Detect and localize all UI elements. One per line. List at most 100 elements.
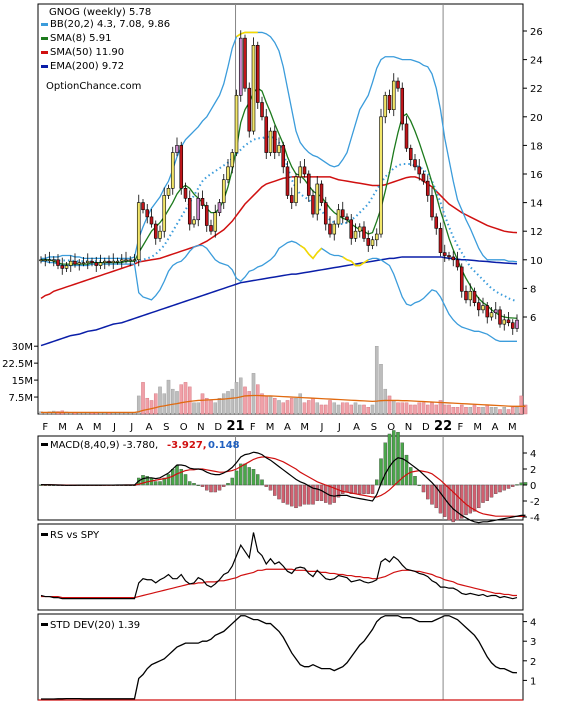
legend: BB(20,2) 4.3, 7.08, 9.86 SMA(8) 5.91 SMA(5… (41, 19, 170, 72)
volume-bar (136, 395, 141, 415)
candle-body (468, 290, 473, 301)
macd-histogram-bar (358, 484, 362, 494)
rs-average-line (41, 568, 517, 599)
volume-bar (472, 404, 477, 415)
volume-bar (221, 393, 226, 415)
y-tick-label: 26 (530, 27, 543, 38)
volume-bar (268, 395, 273, 415)
candle-body (485, 305, 490, 318)
macd-tick-label: -2 (530, 497, 540, 508)
rs-legend-marker (41, 533, 48, 536)
candle-body (510, 322, 515, 329)
candle-body (498, 309, 502, 325)
macd-histogram-bar (256, 474, 260, 486)
macd-histogram-bar (438, 484, 443, 514)
volume-bar (413, 404, 417, 415)
candle-body (200, 198, 205, 206)
macd-histogram-bar (315, 484, 319, 501)
volume-bar (476, 407, 481, 415)
candle-body (141, 202, 145, 211)
volume-bar (404, 402, 409, 415)
macd-histogram-bar (494, 484, 498, 494)
x-tick-label: F (42, 422, 48, 433)
x-tick-label: A (146, 422, 153, 433)
volume-bar (323, 404, 328, 415)
candle-body (119, 259, 124, 262)
volume-bar (251, 373, 256, 415)
candle-body (515, 319, 519, 329)
candle-body (204, 205, 209, 226)
macd-histogram-bar (285, 484, 290, 505)
candle-body (251, 44, 256, 132)
macd-histogram-bar (154, 481, 158, 486)
candle-body (85, 260, 90, 263)
x-tick-label: A (353, 422, 360, 433)
candle-body (115, 260, 120, 263)
macd-histogram-bar (205, 484, 209, 491)
volume-tick-label: 30M (12, 342, 33, 353)
bb-upper-line (41, 31, 518, 263)
candle-body (98, 262, 103, 266)
macd-histogram-bar (307, 484, 311, 505)
bb-squeeze-highlight (236, 31, 258, 38)
candle-body (472, 290, 477, 304)
macd-histogram-bar (243, 463, 247, 486)
sma8-line (41, 87, 518, 319)
macd-histogram-bar (336, 484, 341, 498)
candle-body (459, 266, 464, 292)
x-tick-label: D (214, 422, 222, 433)
candle-body (51, 259, 56, 262)
volume-bar (255, 384, 260, 415)
volume-bar (217, 397, 222, 415)
macd-histogram-bar (234, 470, 239, 486)
candle-body (455, 259, 460, 268)
candle-body (209, 225, 213, 232)
volume-bar (247, 391, 252, 415)
macd-histogram-bar (404, 454, 409, 486)
volume-bar (498, 409, 502, 415)
candle-body (39, 259, 43, 262)
volume-bar (366, 407, 371, 415)
volume-bar (357, 404, 362, 415)
candle-body (81, 262, 86, 264)
volume-bar (306, 400, 311, 415)
y-tick-label: 16 (530, 170, 543, 181)
macd-histogram-bar (502, 484, 506, 491)
macd-histogram-bar (485, 484, 489, 501)
volume-bar (481, 407, 485, 415)
volume-tick-label: 22.5M (2, 359, 33, 370)
axis-layer: F M A M J J A S O N D 21 F M A M J J A S O N D 22 F M A M6810121416… (2, 27, 543, 687)
candle-body (175, 145, 179, 153)
macd-histogram-bar (230, 477, 234, 486)
volume-bar (523, 404, 528, 415)
candle-body (345, 216, 349, 221)
volume-bar (170, 388, 175, 415)
volume-bar (353, 402, 358, 415)
candle-body (362, 226, 366, 239)
macd-histogram-bar (498, 484, 502, 493)
candle-body (447, 255, 451, 258)
volume-bar (311, 397, 315, 415)
candle-body (247, 87, 252, 132)
volume-bar (209, 400, 213, 415)
std-tick-label: 3 (530, 637, 536, 648)
x-tick-label: O (180, 422, 188, 433)
macd-histogram-bar (239, 463, 243, 486)
macd-histogram-bar (455, 484, 460, 521)
volume-bar (430, 402, 434, 415)
candle-body (425, 180, 430, 196)
y-tick-label: 8 (530, 284, 536, 295)
macd-histogram-bar (417, 484, 421, 486)
macd-histogram-bar (196, 484, 200, 486)
volume-bar (417, 402, 422, 415)
candle-body (489, 312, 494, 318)
candle-body (226, 166, 230, 181)
candle-body (481, 305, 485, 311)
volume-bar (349, 404, 354, 415)
volume-bar (243, 386, 247, 415)
macd-histogram-bar (349, 484, 353, 494)
std-tick-label: 1 (530, 676, 536, 687)
stddev-title: STD DEV(20) 1.39 (50, 620, 140, 631)
